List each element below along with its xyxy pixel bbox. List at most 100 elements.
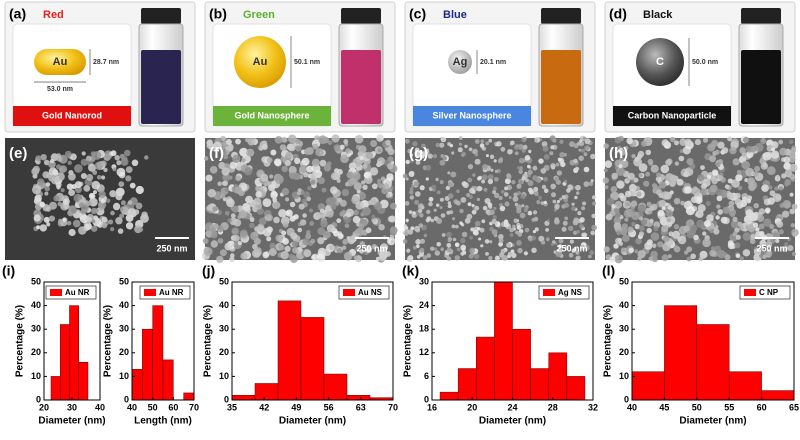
- caption: Gold Nanosphere: [234, 110, 309, 120]
- y-tick-label: 40: [119, 300, 129, 310]
- sem-particle: [583, 166, 590, 173]
- sem-particle: [582, 201, 587, 206]
- sem-particle: [485, 154, 489, 158]
- y-tick-label: 0: [424, 394, 429, 404]
- sem-particle: [78, 226, 87, 235]
- sem-particle: [439, 159, 446, 166]
- sem-particle: [467, 202, 472, 207]
- sem-particle: [70, 153, 77, 161]
- sem-particle: [467, 177, 473, 183]
- sem-particle: [414, 147, 420, 153]
- sem-particle: [70, 207, 77, 214]
- sem-particle: [673, 224, 680, 230]
- sem-particle: [516, 240, 522, 246]
- sem-particle: [260, 173, 269, 182]
- sem-particle: [679, 149, 684, 154]
- sem-particle: [362, 163, 368, 169]
- vial-liquid: [141, 50, 181, 124]
- sem-particle: [409, 153, 414, 157]
- sem-particle: [409, 195, 414, 200]
- sem-particle: [370, 140, 378, 147]
- panel-label: (j): [202, 263, 215, 279]
- sem-particle: [716, 162, 721, 168]
- sem-particle: [100, 160, 107, 167]
- sem-particle: [563, 197, 568, 203]
- sem-particle: [789, 163, 798, 172]
- sem-particle: [213, 141, 222, 151]
- dimension: 50.0 nm: [692, 59, 718, 66]
- bar: [78, 361, 89, 401]
- sem-particle: [451, 151, 455, 155]
- sem-particle: [507, 251, 512, 256]
- dimension: 50.1 nm: [294, 59, 320, 66]
- sem-particle: [229, 256, 235, 263]
- sem-particle: [550, 183, 556, 190]
- panel-label: (e): [9, 145, 27, 162]
- sem-particle: [564, 245, 569, 250]
- sem-particle: [591, 224, 597, 231]
- sem-particle: [648, 210, 653, 215]
- sem-particle: [469, 247, 476, 254]
- sem-particle: [405, 218, 409, 222]
- bar: [152, 305, 164, 401]
- sem-particle: [280, 251, 289, 260]
- sem-particle: [96, 175, 102, 180]
- sem-particle: [759, 239, 767, 247]
- sem-particle: [376, 134, 384, 142]
- panel-label: (i): [2, 263, 15, 279]
- sem-particle: [690, 224, 698, 232]
- sem-particle: [490, 168, 494, 172]
- sem-particle: [561, 226, 567, 232]
- sem-particle: [409, 187, 414, 191]
- sem-particle: [765, 241, 773, 248]
- sem-particle: [363, 244, 368, 250]
- sem-particle: [656, 172, 662, 178]
- sem-particle: [446, 231, 452, 238]
- sem-particle: [447, 142, 451, 146]
- sem-particle: [221, 167, 230, 176]
- sem-particle: [44, 191, 49, 196]
- scale-label: 250 nm: [556, 243, 587, 253]
- sem-particle: [101, 175, 106, 180]
- sem-particle: [584, 145, 590, 151]
- sem-particle: [426, 209, 431, 214]
- sem-particle: [231, 205, 239, 213]
- sem-particle: [323, 164, 332, 172]
- sem-particle: [742, 249, 751, 257]
- sem-particle: [712, 171, 718, 176]
- legend-swatch: [343, 289, 355, 296]
- y-tick-label: 30: [419, 276, 429, 286]
- sem-particle: [373, 201, 382, 210]
- y-tick-label: 10: [31, 371, 41, 381]
- sem-particle: [638, 216, 644, 221]
- sem-particle: [425, 164, 432, 171]
- sem-particle: [616, 230, 621, 236]
- sem-particle: [380, 176, 386, 181]
- sem-particle: [558, 238, 564, 244]
- sem-particle: [790, 223, 795, 228]
- sem-particle: [588, 181, 594, 187]
- sem-particle: [339, 144, 345, 150]
- sem-particle: [468, 147, 473, 152]
- sem-particle: [212, 206, 218, 212]
- sem-particle: [516, 204, 522, 211]
- sem-particle: [306, 165, 314, 173]
- sem-particle: [738, 225, 744, 231]
- sem-particle: [543, 176, 548, 182]
- sem-particle: [317, 203, 326, 211]
- sem-particle: [81, 151, 86, 156]
- sem-particle: [531, 218, 536, 222]
- sem-particle: [634, 224, 640, 230]
- sem-particle: [318, 135, 328, 145]
- sem-particle: [713, 228, 720, 235]
- sem-particle: [488, 204, 493, 209]
- sem-particle: [589, 250, 595, 255]
- sem-particle: [583, 136, 586, 140]
- sem-particle: [699, 250, 708, 259]
- sem-particle: [610, 186, 618, 193]
- sem-particle: [718, 175, 724, 181]
- vial-liquid: [341, 50, 381, 124]
- sem-particle: [289, 215, 296, 222]
- sem-particle: [88, 192, 95, 199]
- sem-particle: [371, 217, 377, 223]
